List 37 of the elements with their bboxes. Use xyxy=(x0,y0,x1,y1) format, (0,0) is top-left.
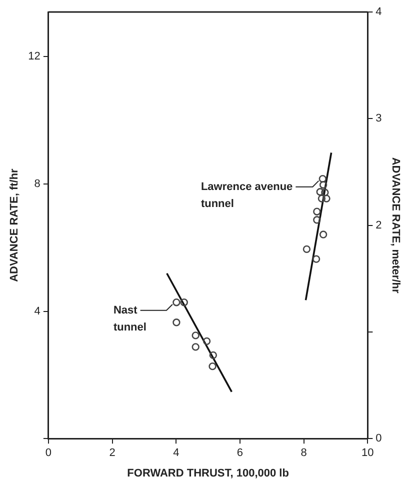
y-tick-label: 4 xyxy=(34,305,40,318)
point xyxy=(202,337,211,346)
point xyxy=(313,208,321,216)
point xyxy=(313,216,321,224)
point xyxy=(318,174,327,183)
y-tick-label: 8 xyxy=(34,178,40,190)
point xyxy=(318,194,326,202)
point xyxy=(209,351,218,360)
x-tick-label: 0 xyxy=(45,447,52,460)
point xyxy=(321,188,329,196)
x-tick-label: 6 xyxy=(236,447,244,460)
point xyxy=(319,230,328,238)
y2-tick-label: 0 xyxy=(376,432,382,445)
point xyxy=(316,188,324,196)
point xyxy=(192,343,200,351)
y2-axis-title: ADVANCE RATE, meter/hr xyxy=(389,157,402,294)
point xyxy=(312,255,320,263)
x-tick-label: 2 xyxy=(109,447,116,460)
x-tick-label: 10 xyxy=(362,447,374,460)
point xyxy=(322,194,330,202)
y2-tick-label: 2 xyxy=(376,219,382,232)
point xyxy=(192,332,200,340)
y-axis-title: ADVANCE RATE, ft/hr xyxy=(8,168,21,282)
y2-tick-label: 3 xyxy=(376,112,382,125)
point xyxy=(208,362,216,370)
x-tick-label: 8 xyxy=(300,447,307,460)
series-label: Lawrence avenue tunnel xyxy=(200,180,293,210)
point xyxy=(172,318,180,326)
point xyxy=(319,181,328,189)
x-tick-label: 4 xyxy=(173,447,180,460)
text: Nast tunnel xyxy=(113,304,146,334)
y2-tick-label: 4 xyxy=(376,6,382,18)
x-axis-title: FORWARD THRUST, 100,000 lb xyxy=(127,467,290,480)
point xyxy=(172,298,180,306)
y-tick-label: 12 xyxy=(28,50,40,63)
point xyxy=(180,298,188,306)
point xyxy=(302,245,311,254)
